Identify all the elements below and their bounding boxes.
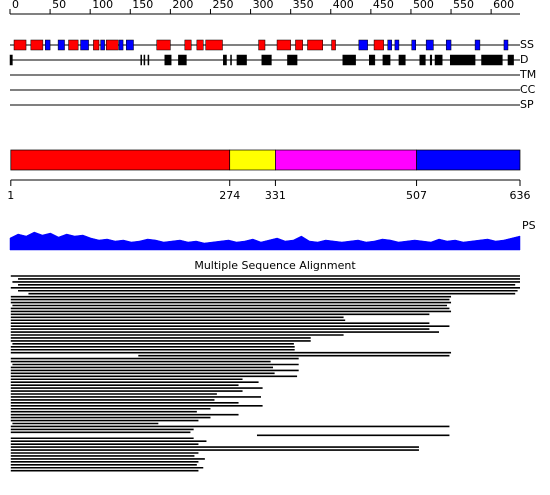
disorder-region bbox=[419, 54, 426, 66]
disorder-region bbox=[9, 54, 13, 66]
ruler-label: 150 bbox=[132, 0, 153, 11]
disorder-region bbox=[434, 54, 443, 66]
disorder-region bbox=[481, 54, 503, 66]
ruler-label: 250 bbox=[212, 0, 233, 11]
disorder-region bbox=[507, 54, 514, 66]
disorder-region bbox=[140, 54, 142, 66]
ps-profile bbox=[9, 231, 521, 251]
strand bbox=[503, 39, 509, 51]
helix bbox=[30, 39, 44, 51]
disorder-region bbox=[236, 54, 247, 66]
ruler-label: 50 bbox=[52, 0, 66, 11]
ruler-label: 450 bbox=[373, 0, 394, 11]
strand bbox=[80, 39, 89, 51]
strand bbox=[425, 39, 434, 51]
strand bbox=[358, 39, 368, 51]
ruler-label: 0 bbox=[12, 0, 19, 11]
ruler-label: 350 bbox=[293, 0, 314, 11]
track-label: TM bbox=[519, 68, 536, 81]
track-label: CC bbox=[520, 83, 536, 96]
helix bbox=[196, 39, 204, 51]
disorder-region bbox=[143, 54, 146, 66]
strand bbox=[445, 39, 452, 51]
track-label: SP bbox=[520, 98, 534, 111]
track-label: D bbox=[520, 53, 528, 66]
msa-title: Multiple Sequence Alignment bbox=[194, 259, 356, 272]
disorder-region bbox=[382, 54, 391, 66]
disorder-region bbox=[429, 54, 433, 66]
ruler-label: 100 bbox=[92, 0, 113, 11]
disorder-region bbox=[178, 54, 187, 66]
disorder-region bbox=[261, 54, 272, 66]
helix bbox=[295, 39, 303, 51]
disorder-region bbox=[368, 54, 376, 66]
ruler-label: 300 bbox=[253, 0, 274, 11]
helix bbox=[373, 39, 384, 51]
strand bbox=[45, 39, 51, 51]
ruler-label: 600 bbox=[493, 0, 514, 11]
domain bbox=[229, 149, 276, 171]
strand bbox=[387, 39, 392, 51]
strand bbox=[474, 39, 481, 51]
helix bbox=[105, 39, 119, 51]
helix bbox=[68, 39, 79, 51]
domain bbox=[275, 149, 417, 171]
domain-label: 507 bbox=[406, 189, 427, 202]
strand bbox=[126, 39, 134, 51]
domain bbox=[416, 149, 521, 171]
helix bbox=[184, 39, 192, 51]
disorder-region bbox=[164, 54, 172, 66]
helix bbox=[258, 39, 266, 51]
disorder-region bbox=[449, 54, 476, 66]
helix bbox=[331, 39, 336, 51]
domain-label: 1 bbox=[7, 189, 14, 202]
helix bbox=[93, 39, 100, 51]
disorder-region bbox=[342, 54, 356, 66]
strand bbox=[118, 39, 124, 51]
disorder-region bbox=[223, 54, 227, 66]
ruler-label: 550 bbox=[453, 0, 474, 11]
track-label: SS bbox=[520, 38, 534, 51]
domain-label: 274 bbox=[219, 189, 240, 202]
domain-label: 331 bbox=[265, 189, 286, 202]
disorder-region bbox=[230, 54, 232, 66]
disorder-region bbox=[398, 54, 406, 66]
ruler-label: 500 bbox=[413, 0, 434, 11]
strand bbox=[394, 39, 400, 51]
strand bbox=[411, 39, 417, 51]
domain bbox=[10, 149, 231, 171]
disorder-region bbox=[147, 54, 150, 66]
disorder-region bbox=[287, 54, 298, 66]
strand bbox=[100, 39, 105, 51]
domain-label: 636 bbox=[510, 189, 531, 202]
ruler-label: 200 bbox=[172, 0, 193, 11]
helix bbox=[307, 39, 323, 51]
strand bbox=[57, 39, 65, 51]
helix bbox=[156, 39, 171, 51]
helix bbox=[276, 39, 291, 51]
helix bbox=[205, 39, 223, 51]
ps-label: PS bbox=[522, 219, 536, 232]
helix bbox=[13, 39, 27, 51]
ruler-label: 400 bbox=[333, 0, 354, 11]
